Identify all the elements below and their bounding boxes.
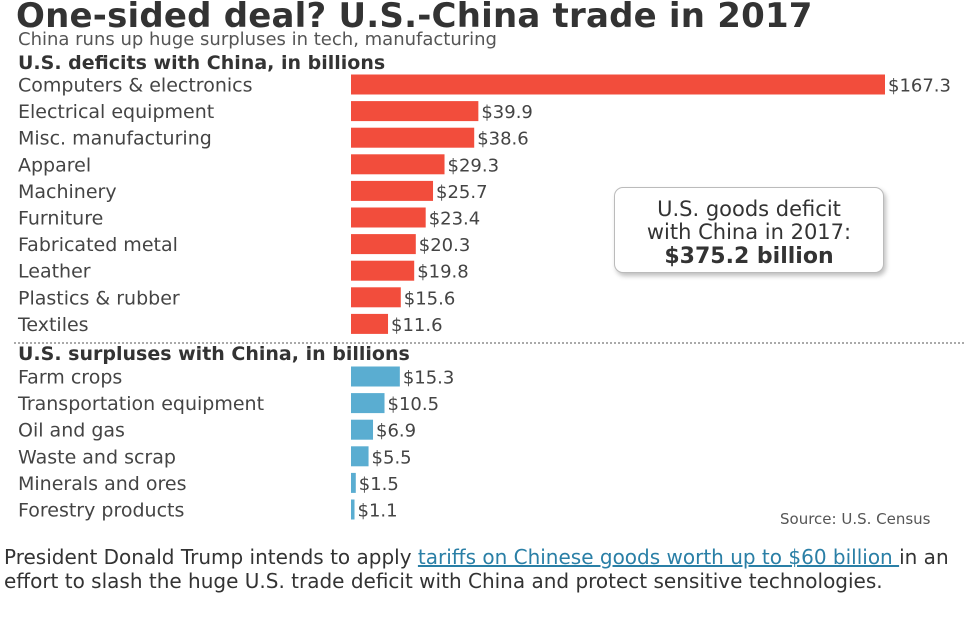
- category-label: Transportation equipment: [17, 393, 264, 415]
- deficit-bar: [351, 234, 416, 255]
- value-label: $167.3: [888, 76, 951, 97]
- chart-title: One-sided deal? U.S.-China trade in 2017: [16, 0, 813, 36]
- deficit-bar: [351, 207, 426, 228]
- deficit-bar: [351, 313, 389, 334]
- deficit-bar: [351, 180, 434, 201]
- section-divider: [14, 342, 964, 344]
- deficit-bar: [351, 260, 415, 281]
- category-label: Waste and scrap: [18, 446, 176, 468]
- total-deficit-callout: U.S. goods deficit with China in 2017: $…: [614, 187, 884, 273]
- source-note: Source: U.S. Census: [780, 510, 931, 528]
- callout-amount: $375.2 billion: [664, 244, 834, 269]
- category-label: Farm crops: [18, 367, 122, 389]
- surpluses-section-title: U.S. surpluses with China, in billions: [18, 343, 410, 365]
- deficit-bar: [351, 287, 401, 308]
- value-label: $19.8: [417, 262, 469, 283]
- value-label: $11.6: [391, 315, 443, 336]
- value-label: $5.5: [372, 447, 412, 468]
- deficit-bar: [351, 154, 445, 175]
- category-label: Furniture: [18, 208, 103, 230]
- category-label: Leather: [18, 261, 91, 283]
- value-label: $25.7: [436, 182, 488, 203]
- surplus-bar: [351, 419, 374, 440]
- category-label: Computers & electronics: [18, 75, 253, 97]
- article-caption: President Donald Trump intends to apply …: [4, 545, 972, 593]
- value-label: $20.3: [419, 235, 471, 256]
- value-label: $15.3: [403, 368, 455, 389]
- value-label: $38.6: [477, 129, 529, 150]
- category-label: Fabricated metal: [18, 234, 178, 256]
- value-label: $29.3: [448, 155, 500, 176]
- surplus-bar: [351, 446, 369, 467]
- value-label: $1.1: [358, 501, 398, 522]
- category-label: Machinery: [18, 181, 117, 203]
- tariffs-link[interactable]: tariffs on Chinese goods worth up to $60…: [417, 545, 900, 569]
- deficit-bar: [351, 101, 479, 122]
- value-label: $15.6: [404, 288, 456, 309]
- category-label: Plastics & rubber: [18, 287, 180, 309]
- category-label: Forestry products: [18, 500, 184, 522]
- deficit-bar: [351, 127, 475, 148]
- value-label: $23.4: [429, 209, 481, 230]
- surplus-bar: [351, 393, 385, 414]
- surplus-bar: [351, 499, 355, 520]
- value-label: $6.9: [376, 421, 416, 442]
- surplus-bar: [351, 366, 400, 387]
- category-label: Textiles: [17, 314, 89, 336]
- callout-line-2: with China in 2017:: [646, 220, 852, 244]
- category-label: Oil and gas: [18, 420, 125, 442]
- category-label: Electrical equipment: [18, 101, 214, 123]
- category-label: Apparel: [18, 154, 91, 176]
- caption-text-end: in an effort to slash the huge U.S. trad…: [4, 545, 949, 593]
- callout-line-1: U.S. goods deficit: [657, 197, 841, 221]
- value-label: $10.5: [388, 394, 440, 415]
- category-label: Misc. manufacturing: [18, 128, 212, 150]
- surplus-bar: [351, 472, 356, 493]
- value-label: $39.9: [481, 102, 533, 123]
- deficits-section-title: U.S. deficits with China, in billions: [18, 52, 386, 74]
- chart-subtitle: China runs up huge surpluses in tech, ma…: [18, 29, 497, 50]
- caption-text-start: President Donald Trump intends to apply: [4, 545, 418, 569]
- category-label: Minerals and ores: [18, 473, 186, 495]
- bar-chart: Computers & electronics $167.3 Electrical …: [17, 74, 951, 522]
- value-label: $1.5: [359, 474, 399, 495]
- deficit-bar: [351, 74, 885, 95]
